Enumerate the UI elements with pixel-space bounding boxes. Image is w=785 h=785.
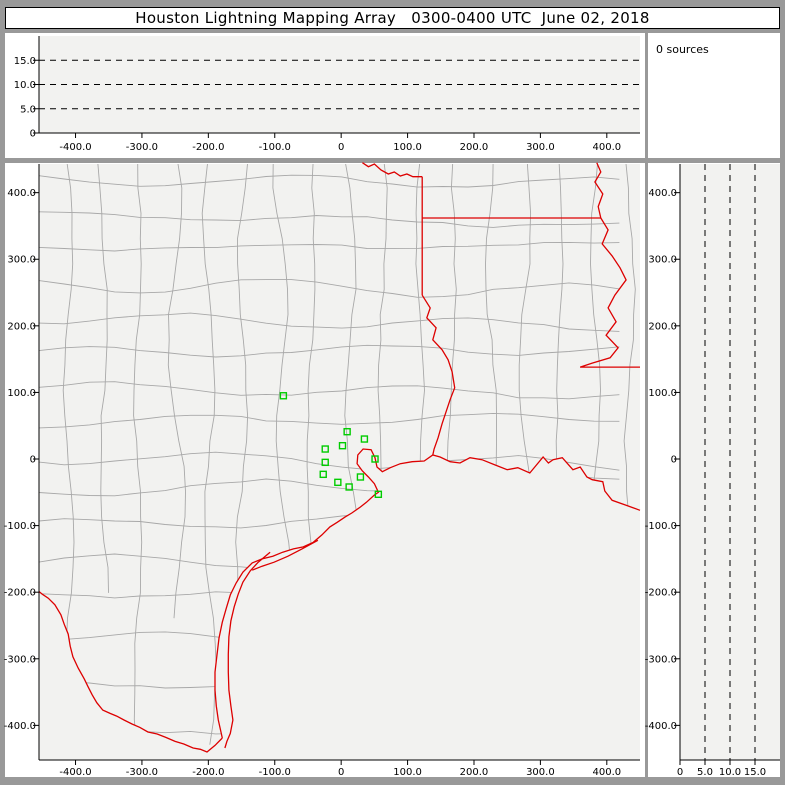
panel-source-count: 0 sources xyxy=(648,33,780,158)
panel-plan-view-map[interactable] xyxy=(5,163,645,777)
window-title: Houston Lightning Mapping Array 0300-040… xyxy=(5,7,780,29)
panel-altitude-vs-northsouth[interactable] xyxy=(648,163,780,777)
panel-altitude-vs-eastwest[interactable] xyxy=(5,33,645,158)
source-count-label: 0 sources xyxy=(656,43,709,56)
